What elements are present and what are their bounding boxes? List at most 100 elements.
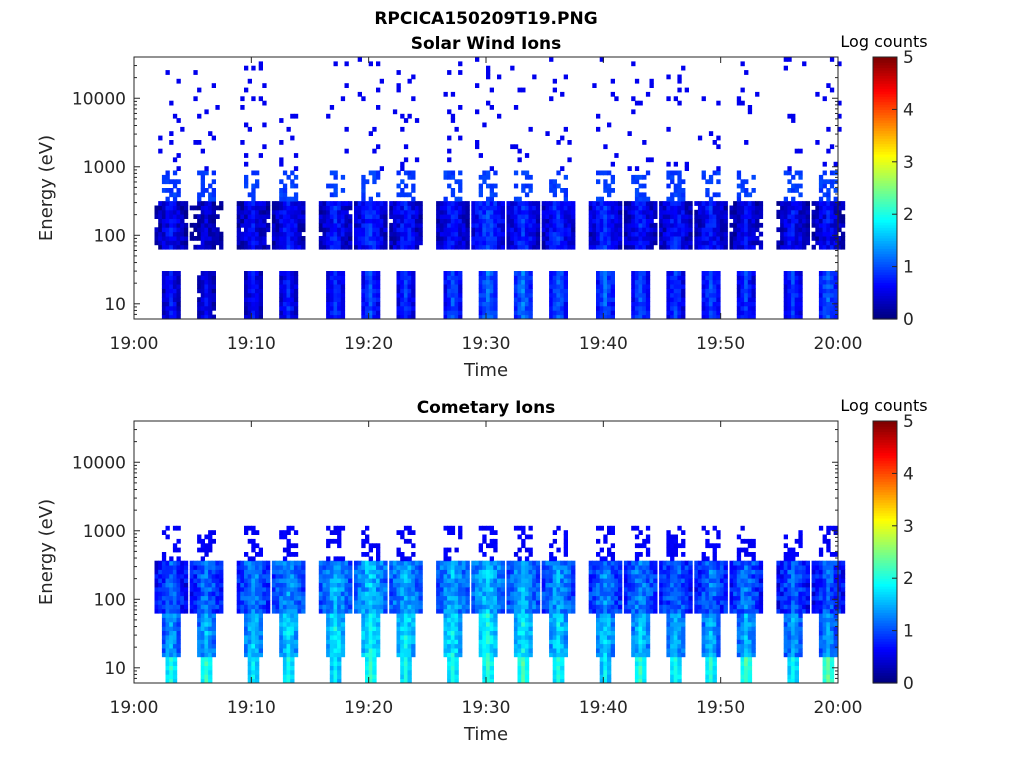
heatmap-cell <box>344 595 349 601</box>
heatmap-cell <box>262 83 267 88</box>
heatmap-cell <box>286 582 291 588</box>
heatmap-cell <box>290 305 295 311</box>
heatmap-cell <box>493 214 498 219</box>
heatmap-cell <box>826 310 831 316</box>
heatmap-cell <box>545 231 550 237</box>
heatmap-cell <box>443 613 448 618</box>
heatmap-cell <box>180 126 185 132</box>
heatmap-cell <box>290 621 295 627</box>
heatmap-cell <box>200 674 205 680</box>
heatmap-cell <box>329 105 335 110</box>
heatmap-cell <box>454 674 459 680</box>
heatmap-cell <box>787 275 792 281</box>
heatmap-cell <box>684 222 689 228</box>
heatmap-cell <box>169 310 174 316</box>
heatmap-cell <box>407 201 412 206</box>
heatmap-cell <box>255 674 260 680</box>
heatmap-cell <box>271 236 277 241</box>
heatmap-cell <box>169 284 174 289</box>
heatmap-cell <box>262 608 267 614</box>
heatmap-cell <box>200 231 205 237</box>
heatmap-cell <box>478 314 483 320</box>
heatmap-cell <box>500 236 505 241</box>
heatmap-cell <box>354 608 359 614</box>
heatmap-cell <box>677 271 682 276</box>
heatmap-cell <box>379 582 384 588</box>
heatmap-cell <box>215 595 220 601</box>
heatmap-cell <box>376 292 381 298</box>
heatmap-cell <box>614 96 619 102</box>
heatmap-cell <box>563 201 568 206</box>
heatmap-cell <box>282 621 288 627</box>
heatmap-cell <box>414 582 420 588</box>
heatmap-cell <box>255 582 260 588</box>
heatmap-cell <box>282 665 288 671</box>
heatmap-cell <box>567 240 572 246</box>
heatmap-cell <box>723 240 728 246</box>
heatmap-cell <box>461 569 467 575</box>
heatmap-cell <box>376 573 381 579</box>
heatmap-cell <box>251 674 256 680</box>
heatmap-cell <box>631 61 636 67</box>
heatmap-cell <box>688 214 693 219</box>
heatmap-cell <box>826 83 831 88</box>
heatmap-cell <box>344 244 349 250</box>
heatmap-cell <box>478 310 483 316</box>
colorbar-swatch <box>873 91 897 95</box>
heatmap-cell <box>247 569 252 575</box>
heatmap-cell <box>794 148 799 154</box>
heatmap-cell <box>751 231 756 237</box>
heatmap-cell <box>471 608 476 614</box>
heatmap-cell <box>158 231 163 237</box>
heatmap-cell <box>169 639 174 645</box>
heatmap-cell <box>365 665 370 671</box>
heatmap-cell <box>200 595 205 601</box>
heatmap-cell <box>638 222 643 228</box>
heatmap-cell <box>337 314 342 320</box>
heatmap-cell <box>740 61 745 67</box>
heatmap-cell <box>208 218 213 224</box>
heatmap-cell <box>497 236 502 241</box>
heatmap-cell <box>694 236 699 241</box>
heatmap-cell <box>638 271 643 276</box>
heatmap-cell <box>733 244 738 250</box>
heatmap-cell <box>251 275 256 281</box>
heatmap-cell <box>521 183 526 189</box>
heatmap-cell <box>244 236 249 241</box>
colorbar-swatch <box>873 282 897 286</box>
heatmap-cell <box>200 547 205 553</box>
heatmap-cell <box>783 288 788 294</box>
heatmap-cell <box>471 214 476 219</box>
heatmap-cell <box>776 214 781 219</box>
heatmap-cell <box>407 556 412 562</box>
heatmap-cell <box>447 244 452 250</box>
heatmap-cell <box>403 292 409 298</box>
heatmap-cell <box>376 305 381 311</box>
heatmap-cell <box>365 538 370 544</box>
heatmap-cell <box>645 227 651 233</box>
heatmap-cell <box>744 301 749 307</box>
heatmap-cell <box>716 240 721 246</box>
heatmap-cell <box>411 530 416 535</box>
heatmap-cell <box>458 227 463 233</box>
heatmap-cell <box>758 240 764 246</box>
heatmap-cell <box>211 630 216 636</box>
heatmap-cell <box>596 201 601 206</box>
heatmap-cell <box>712 214 717 219</box>
heatmap-cell <box>279 271 284 276</box>
heatmap-cell <box>458 179 463 185</box>
heatmap-cell <box>471 236 476 241</box>
heatmap-cell <box>165 297 170 302</box>
heatmap-cell <box>279 218 284 224</box>
heatmap-cell <box>549 205 554 211</box>
heatmap-cell <box>493 192 498 198</box>
heatmap-cell <box>266 582 271 588</box>
heatmap-cell <box>293 530 299 535</box>
heatmap-cell <box>357 586 362 592</box>
heatmap-cell <box>787 113 792 119</box>
heatmap-cell <box>282 573 288 579</box>
heatmap-cell <box>407 573 412 579</box>
heatmap-cell <box>833 205 838 211</box>
heatmap-cell <box>161 613 167 618</box>
heatmap-cell <box>183 214 189 219</box>
